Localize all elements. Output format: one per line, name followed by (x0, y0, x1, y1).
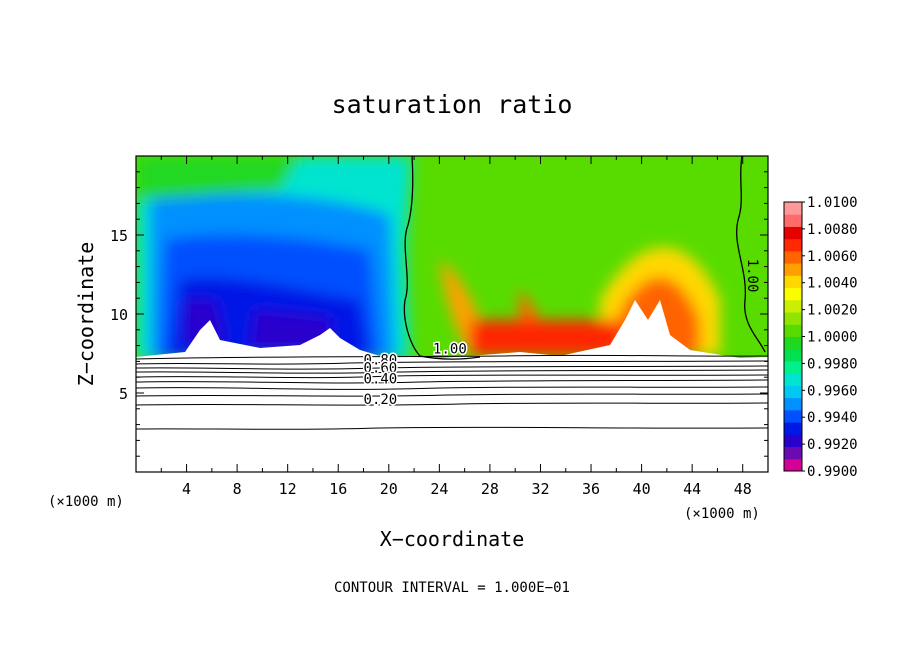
colorbar-label: 0.9980 (807, 356, 858, 372)
colorbar-swatch (784, 324, 802, 337)
x-tick-label: 40 (633, 480, 651, 498)
x-tick-label: 44 (683, 480, 701, 498)
colorbar-swatch (784, 287, 802, 301)
colorbar-label: 1.0020 (807, 303, 858, 319)
contour-label: 0.60 (364, 360, 398, 376)
colorbar-label: 0.9920 (807, 437, 858, 453)
x-tick-label: 24 (430, 480, 448, 498)
x-tick-label: 32 (531, 480, 549, 498)
y-tick-label: 10 (110, 306, 128, 324)
contour-1.00-left (403, 156, 481, 360)
colorbar-swatch (784, 458, 802, 472)
chart-title: saturation ratio (332, 90, 573, 119)
colorbar-label: 1.0100 (807, 195, 858, 211)
colorbar-swatch (784, 422, 802, 435)
x-unit-left: (×1000 m) (48, 494, 124, 510)
colorbar-label: 1.0060 (807, 249, 858, 265)
y-axis-label: Z−coordinate (74, 242, 98, 387)
y-tick-label: 15 (110, 227, 128, 245)
x-tick-label: 4 (182, 480, 191, 498)
contour-label: 0.40 (364, 372, 398, 388)
colorbar-swatch (784, 409, 802, 423)
y-tick-label: 5 (119, 385, 128, 403)
colorbar-swatch (784, 434, 802, 448)
x-tick-label: 8 (233, 480, 242, 498)
x-tick-label: 48 (734, 480, 752, 498)
colorbar-swatch (784, 226, 802, 240)
colorbar-label: 0.9900 (807, 464, 858, 480)
colorbar-swatch (784, 348, 802, 362)
x-unit-right: (×1000 m) (684, 506, 760, 522)
colorbar-swatch (784, 397, 802, 411)
contour-label: 1.00 (433, 342, 467, 358)
colorbar-label: 0.9960 (807, 383, 858, 399)
colorbar-swatch (784, 385, 802, 399)
x-tick-label: 28 (481, 480, 499, 498)
contour-label: 1.00 (744, 259, 760, 293)
x-tick-label: 36 (582, 480, 600, 498)
x-axis-label: X−coordinate (380, 527, 525, 551)
contour-1.00-right (736, 156, 766, 353)
colorbar-swatch (784, 202, 802, 215)
colorbar-swatch (784, 299, 802, 313)
colorbar-label: 1.0000 (807, 330, 858, 346)
colorbar-swatch (784, 214, 802, 227)
colorbar-swatch (784, 312, 802, 325)
colorbar-swatch (784, 446, 802, 460)
colorbar-swatch (784, 275, 802, 289)
colorbar-swatch (784, 238, 802, 252)
footer-contour-interval: CONTOUR INTERVAL = 1.000E−01 (334, 580, 570, 596)
x-tick-label: 16 (329, 480, 347, 498)
x-tick-label: 20 (380, 480, 398, 498)
contour-label: 0.20 (364, 392, 398, 408)
colorbar-label: 1.0080 (807, 222, 858, 238)
colorbar-label: 0.9940 (807, 410, 858, 426)
colorbar-swatch (784, 263, 802, 276)
colorbar-swatch (784, 373, 802, 386)
field-area (136, 156, 768, 472)
contour-label: 0.80 (364, 353, 398, 369)
colorbar-swatch (784, 336, 802, 350)
x-tick-label: 12 (279, 480, 297, 498)
colorbar-swatch (784, 250, 802, 264)
colorbar-swatch (784, 360, 802, 374)
colorbar-label: 1.0040 (807, 276, 858, 292)
